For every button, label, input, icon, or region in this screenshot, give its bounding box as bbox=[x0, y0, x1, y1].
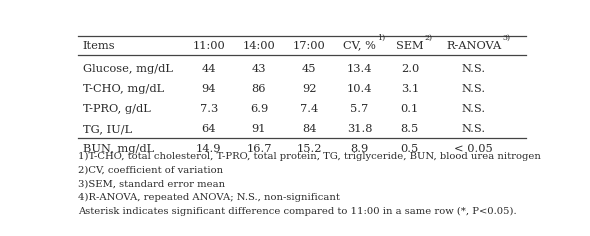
Text: 7.4: 7.4 bbox=[300, 104, 319, 114]
Text: 3.1: 3.1 bbox=[401, 84, 419, 94]
Text: 0.1: 0.1 bbox=[401, 104, 419, 114]
Text: N.S.: N.S. bbox=[462, 124, 486, 134]
Text: 1)T-CHO, total cholesterol, T-PRO, total protein, TG, triglyceride, BUN, blood u: 1)T-CHO, total cholesterol, T-PRO, total… bbox=[78, 152, 541, 161]
Text: 13.4: 13.4 bbox=[347, 64, 372, 74]
Text: BUN, mg/dL: BUN, mg/dL bbox=[83, 144, 154, 154]
Text: 0.5: 0.5 bbox=[401, 144, 419, 154]
Text: 91: 91 bbox=[252, 124, 266, 134]
Text: 7.3: 7.3 bbox=[199, 104, 218, 114]
Text: N.S.: N.S. bbox=[462, 64, 486, 74]
Text: 16.7: 16.7 bbox=[246, 144, 271, 154]
Text: 45: 45 bbox=[302, 64, 316, 74]
Text: T-CHO, mg/dL: T-CHO, mg/dL bbox=[83, 84, 164, 94]
Text: Glucose, mg/dL: Glucose, mg/dL bbox=[83, 64, 173, 74]
Text: R-ANOVA: R-ANOVA bbox=[446, 41, 502, 51]
Text: SEM: SEM bbox=[396, 41, 424, 51]
Text: T-PRO, g/dL: T-PRO, g/dL bbox=[83, 104, 150, 114]
Text: 3)SEM, standard error mean: 3)SEM, standard error mean bbox=[78, 179, 225, 188]
Text: 5.7: 5.7 bbox=[350, 104, 369, 114]
Text: 4)R-ANOVA, repeated ANOVA; N.S., non-significant: 4)R-ANOVA, repeated ANOVA; N.S., non-sig… bbox=[78, 193, 340, 202]
Text: 14:00: 14:00 bbox=[242, 41, 276, 51]
Text: 8.5: 8.5 bbox=[401, 124, 419, 134]
Text: N.S.: N.S. bbox=[462, 84, 486, 94]
Text: 14.9: 14.9 bbox=[196, 144, 221, 154]
Text: 31.8: 31.8 bbox=[347, 124, 372, 134]
Text: 43: 43 bbox=[252, 64, 266, 74]
Text: TG, IU/L: TG, IU/L bbox=[83, 124, 132, 134]
Text: 3): 3) bbox=[502, 34, 510, 41]
Text: 1): 1) bbox=[377, 34, 385, 41]
Text: Asterisk indicates significant difference compared to 11:00 in a same row (*, P<: Asterisk indicates significant differenc… bbox=[78, 206, 517, 215]
Text: < 0.05: < 0.05 bbox=[454, 144, 493, 154]
Text: 2): 2) bbox=[425, 34, 432, 41]
Text: 94: 94 bbox=[201, 84, 216, 94]
Text: 64: 64 bbox=[201, 124, 216, 134]
Text: Items: Items bbox=[83, 41, 116, 51]
Text: 10.4: 10.4 bbox=[347, 84, 372, 94]
Text: 44: 44 bbox=[201, 64, 216, 74]
Text: 15.2: 15.2 bbox=[297, 144, 322, 154]
Text: 86: 86 bbox=[252, 84, 266, 94]
Text: 2.0: 2.0 bbox=[401, 64, 419, 74]
Text: 6.9: 6.9 bbox=[250, 104, 268, 114]
Text: 92: 92 bbox=[302, 84, 316, 94]
Text: 2)CV, coefficient of variation: 2)CV, coefficient of variation bbox=[78, 166, 224, 175]
Text: 17:00: 17:00 bbox=[293, 41, 326, 51]
Text: N.S.: N.S. bbox=[462, 104, 486, 114]
Text: 84: 84 bbox=[302, 124, 316, 134]
Text: 11:00: 11:00 bbox=[192, 41, 225, 51]
Text: 8.9: 8.9 bbox=[350, 144, 369, 154]
Text: CV, %: CV, % bbox=[343, 41, 376, 51]
